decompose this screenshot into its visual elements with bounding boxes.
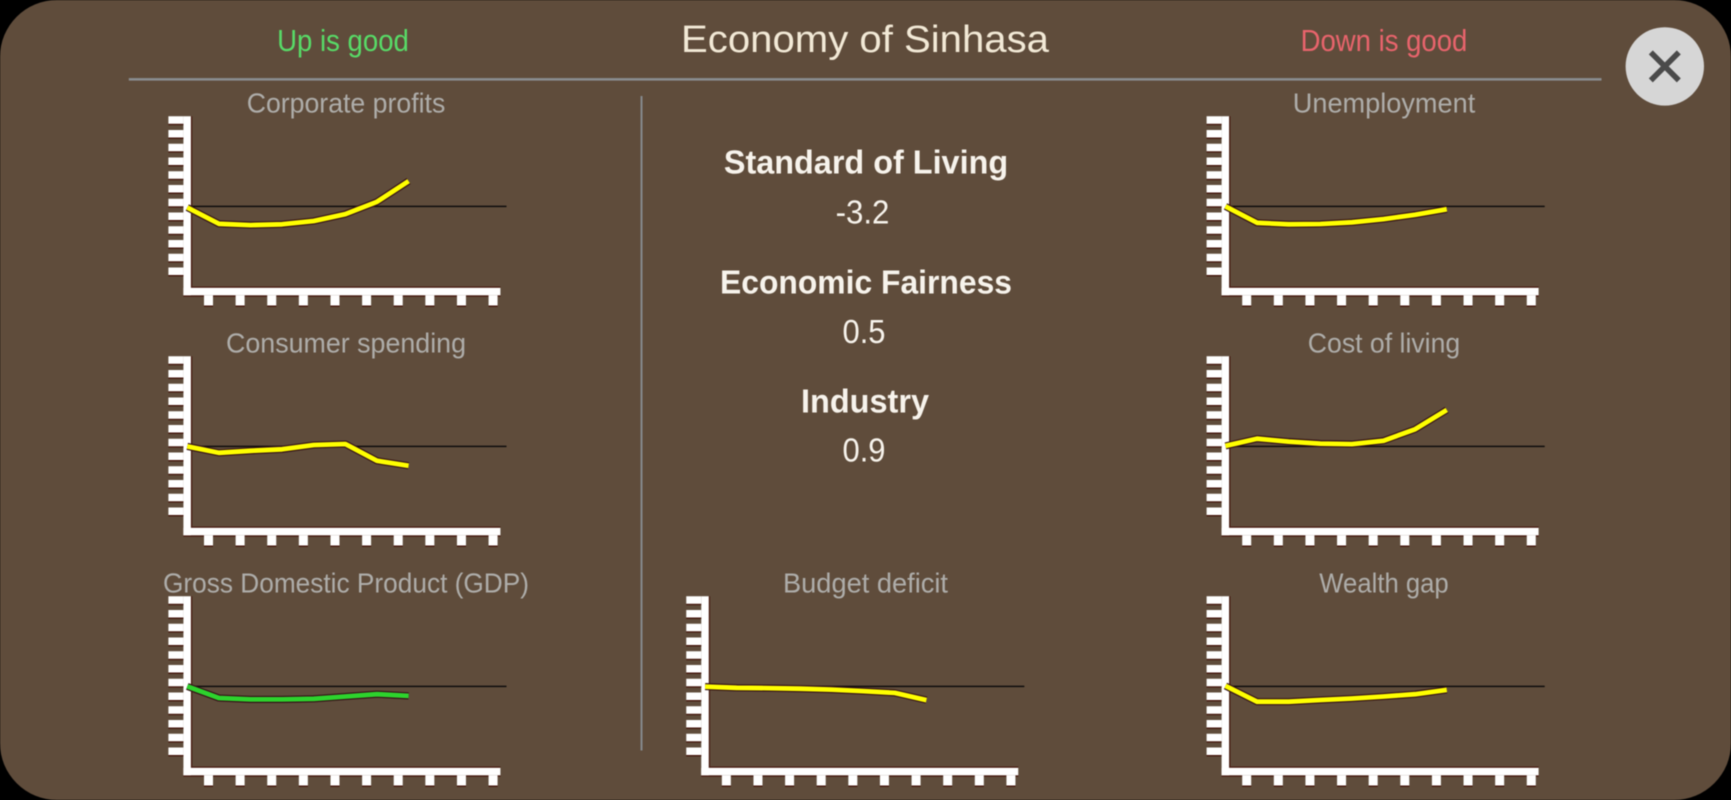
svg-text:Wealth gap: Wealth gap (1319, 568, 1448, 599)
svg-text:0.5: 0.5 (843, 313, 886, 350)
svg-text:Standard of Living: Standard of Living (724, 144, 1008, 181)
svg-text:Down is good: Down is good (1301, 24, 1468, 58)
svg-text:Corporate profits: Corporate profits (247, 88, 446, 119)
svg-text:Gross Domestic Product (GDP): Gross Domestic Product (GDP) (163, 568, 529, 599)
svg-text:Budget deficit: Budget deficit (783, 568, 948, 599)
svg-text:0.9: 0.9 (843, 432, 886, 469)
svg-text:Economic Fairness: Economic Fairness (720, 264, 1012, 301)
svg-text:Up is good: Up is good (277, 24, 409, 58)
svg-text:Unemployment: Unemployment (1293, 88, 1476, 119)
svg-text:Industry: Industry (801, 383, 930, 420)
svg-text:-3.2: -3.2 (836, 194, 890, 231)
svg-text:Cost of living: Cost of living (1308, 328, 1460, 359)
svg-text:Consumer spending: Consumer spending (226, 328, 466, 359)
svg-text:Economy of Sinhasa: Economy of Sinhasa (681, 19, 1050, 61)
